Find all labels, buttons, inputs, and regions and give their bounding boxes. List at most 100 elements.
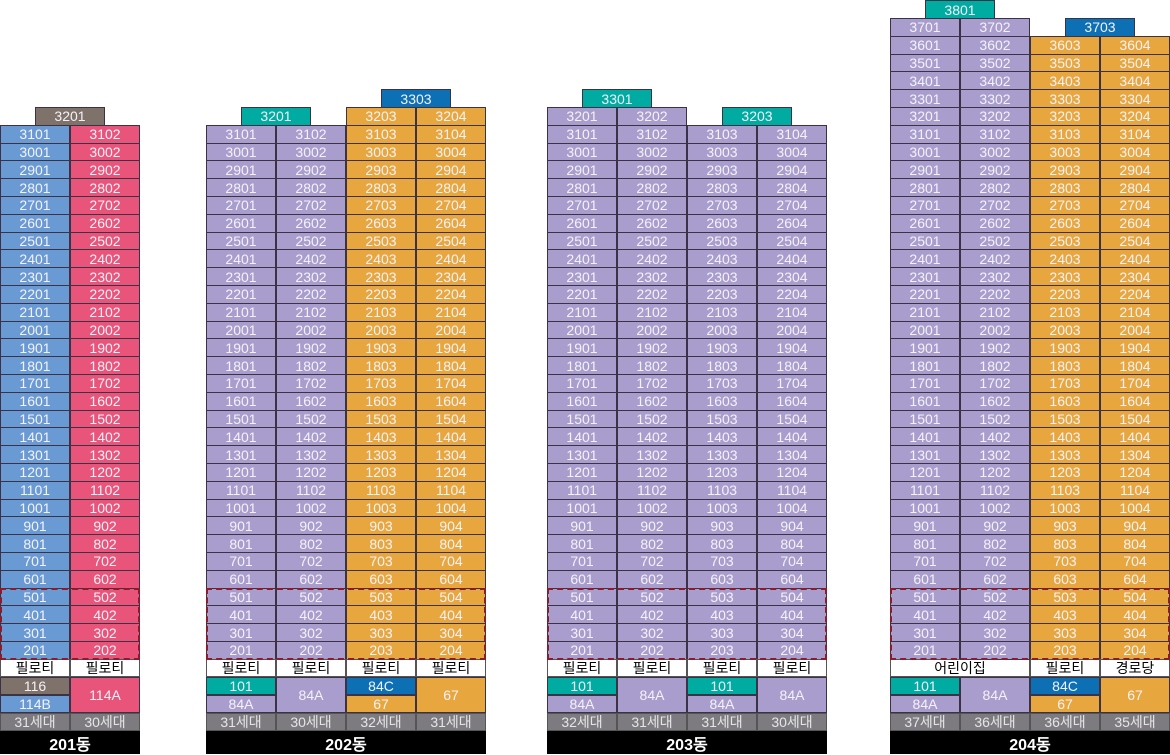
unit-cell: 2702 <box>617 196 687 215</box>
unit-cell: 2502 <box>70 231 140 251</box>
unit-cell: 1403 <box>1030 427 1100 447</box>
unit-cell: 1504 <box>416 409 486 429</box>
household-count: 31세대 <box>206 713 276 731</box>
unit-cell: 3002 <box>960 142 1030 162</box>
unit-cell: 1201 <box>547 463 617 482</box>
unit-cell: 503 <box>346 587 416 607</box>
unit-cell: 2303 <box>687 267 757 286</box>
unit-cell: 1804 <box>757 356 827 375</box>
unit-cell: 203 <box>1030 641 1100 660</box>
unit-cell: 1603 <box>346 391 416 411</box>
unit-cell: 2803 <box>687 178 757 197</box>
unit-cell: 2202 <box>70 285 140 304</box>
unit-cell: 704 <box>416 552 486 571</box>
penthouse-unit: 3801 <box>925 0 995 19</box>
unit-cell: 302 <box>276 623 346 642</box>
unit-cell: 904 <box>416 516 486 536</box>
unit-cell: 2603 <box>1030 213 1100 233</box>
unit-cell: 1202 <box>617 463 687 482</box>
unit-cell: 501 <box>547 587 617 607</box>
unit-cell: 2604 <box>416 213 486 233</box>
unit-cell: 1002 <box>70 498 140 518</box>
unit-cell: 3101 <box>547 124 617 144</box>
unit-cell: 303 <box>346 623 416 642</box>
unit-cell: 1101 <box>547 480 617 500</box>
unit-cell: 3101 <box>206 124 276 144</box>
unit-cell: 704 <box>757 552 827 571</box>
household-count: 36세대 <box>1030 713 1100 731</box>
household-count: 32세대 <box>547 713 617 731</box>
household-count: 32세대 <box>346 713 416 731</box>
unit-cell: 1102 <box>617 480 687 500</box>
unit-cell: 2503 <box>687 231 757 251</box>
unit-cell: 1404 <box>1100 427 1170 447</box>
unit-cell: 1803 <box>1030 356 1100 375</box>
unit-cell: 2903 <box>1030 160 1100 180</box>
unit-cell: 1601 <box>890 391 960 411</box>
unit-cell: 602 <box>960 569 1030 589</box>
unit-cell: 1402 <box>960 427 1030 447</box>
unit-cell: 2904 <box>757 160 827 180</box>
unit-cell: 2801 <box>206 178 276 197</box>
unit-cell: 1404 <box>416 427 486 447</box>
unit-cell: 1902 <box>276 338 346 358</box>
unit-cell: 1203 <box>1030 463 1100 482</box>
unit-cell: 1902 <box>617 338 687 358</box>
unit-cell: 1704 <box>1100 374 1170 393</box>
unit-cell: 1801 <box>547 356 617 375</box>
unit-cell: 2502 <box>960 231 1030 251</box>
unit-cell: 3301 <box>890 89 960 108</box>
unit-cell: 1603 <box>1030 391 1100 411</box>
unit-cell: 2804 <box>416 178 486 197</box>
unit-cell: 804 <box>757 534 827 553</box>
unit-cell: 1304 <box>1100 445 1170 464</box>
unit-cell: 1601 <box>0 391 70 411</box>
unit-cell: 2401 <box>0 249 70 269</box>
unit-cell: 402 <box>617 605 687 625</box>
unit-cell: 601 <box>206 569 276 589</box>
unit-cell: 2402 <box>960 249 1030 269</box>
unit-cell: 2404 <box>1100 249 1170 269</box>
unit-cell: 1901 <box>890 338 960 358</box>
pilotis-label: 필로티 <box>617 659 687 677</box>
unit-cell: 1302 <box>276 445 346 464</box>
unit-cell: 1904 <box>416 338 486 358</box>
building-name: 204동 <box>890 731 1170 754</box>
unit-cell: 1804 <box>416 356 486 375</box>
unit-cell: 901 <box>547 516 617 536</box>
unit-cell: 401 <box>0 605 70 625</box>
household-count: 31세대 <box>416 713 486 731</box>
unit-cell: 2101 <box>547 302 617 322</box>
unit-cell: 1801 <box>206 356 276 375</box>
penthouse-unit: 3301 <box>582 89 652 108</box>
unit-cell: 2301 <box>547 267 617 286</box>
unit-cell: 3402 <box>960 71 1030 91</box>
unit-cell: 2702 <box>960 196 1030 215</box>
unit-cell: 1602 <box>960 391 1030 411</box>
unit-cell: 3004 <box>1100 142 1170 162</box>
unit-cell: 603 <box>1030 569 1100 589</box>
unit-cell: 1502 <box>960 409 1030 429</box>
unit-cell: 2503 <box>1030 231 1100 251</box>
unit-cell: 1001 <box>890 498 960 518</box>
unit-cell: 2204 <box>1100 285 1170 304</box>
unit-cell: 201 <box>547 641 617 660</box>
unit-cell: 1904 <box>757 338 827 358</box>
unit-cell: 3203 <box>1030 107 1100 126</box>
unit-cell: 202 <box>70 641 140 660</box>
unit-cell: 802 <box>276 534 346 553</box>
unit-cell: 902 <box>617 516 687 536</box>
pilotis-label: 어린이집 <box>890 659 1030 677</box>
unit-cell: 3004 <box>416 142 486 162</box>
unit-cell: 1904 <box>1100 338 1170 358</box>
unit-cell: 701 <box>547 552 617 571</box>
unit-cell: 3401 <box>890 71 960 91</box>
unit-cell: 901 <box>0 516 70 536</box>
unit-cell: 3001 <box>206 142 276 162</box>
unit-cell: 2501 <box>890 231 960 251</box>
unit-cell: 601 <box>0 569 70 589</box>
unit-cell: 2002 <box>960 320 1030 340</box>
unit-cell: 2902 <box>617 160 687 180</box>
unit-cell: 2202 <box>617 285 687 304</box>
unit-cell: 701 <box>0 552 70 571</box>
